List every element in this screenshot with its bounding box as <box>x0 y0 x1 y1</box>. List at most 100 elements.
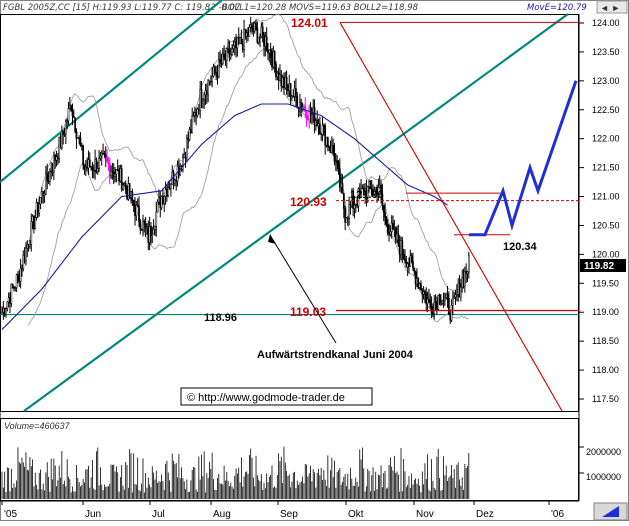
candle-body <box>195 112 198 116</box>
candle-body <box>205 90 208 95</box>
candle-body <box>221 53 224 64</box>
candle-body <box>204 90 207 96</box>
candle-body <box>413 267 416 273</box>
candle-body <box>131 191 134 201</box>
candle-body <box>98 157 100 169</box>
candle-body <box>394 227 397 241</box>
candle-body <box>406 263 409 268</box>
candle-body <box>433 302 436 314</box>
candle-body <box>128 183 131 198</box>
candle-body <box>428 298 430 301</box>
candle-body <box>260 26 263 37</box>
candle-body <box>341 182 344 194</box>
volume-panel <box>0 418 579 501</box>
candle-body <box>425 293 428 304</box>
candle-body <box>281 77 284 87</box>
candle-body <box>237 37 240 44</box>
candle-body <box>321 125 324 135</box>
label-pivot: 121.06 <box>350 189 384 201</box>
candle-body <box>200 89 203 102</box>
candle-body <box>320 133 323 135</box>
candle-body <box>422 291 425 295</box>
candle-body <box>396 233 398 241</box>
candle-body <box>166 189 168 197</box>
candle-body <box>67 108 70 122</box>
header-move: MovE=120.79 <box>527 3 587 13</box>
candle-body <box>217 59 220 78</box>
candle-body <box>95 159 98 173</box>
price-tick-label: 117.50 <box>592 394 619 404</box>
candle-body <box>211 75 213 82</box>
candle-body <box>381 193 384 206</box>
volume-tick-2m: 2000000 <box>586 447 621 457</box>
candle-body <box>144 224 147 229</box>
candle-body <box>340 182 342 188</box>
candle-body <box>213 66 216 73</box>
channel-upper-line <box>0 0 223 183</box>
candle-body <box>168 187 171 189</box>
candle-body <box>45 173 47 195</box>
price-tick-label: 122.00 <box>592 134 620 144</box>
header-indicators: BOLL1=120.28 MOVS=119.63 BOLL2=118.98 <box>222 3 419 13</box>
candle-body <box>247 32 249 37</box>
moving-average <box>1 103 448 330</box>
scroll-button-bottom[interactable] <box>593 502 628 521</box>
candle-body <box>416 278 418 285</box>
candle-body <box>336 160 339 163</box>
candle-body <box>434 301 437 303</box>
candle-body <box>51 171 54 173</box>
candle-body <box>38 203 41 214</box>
trend-channel <box>0 0 579 412</box>
candle-body <box>327 137 329 147</box>
candle-body <box>466 271 469 274</box>
candle-body <box>84 167 87 170</box>
candle-body <box>426 298 429 304</box>
candle-body <box>458 282 461 298</box>
candle-body <box>207 80 210 95</box>
candle-body <box>273 51 276 64</box>
candle-body <box>111 170 114 173</box>
candle-body <box>63 133 66 136</box>
candle-body <box>279 74 281 81</box>
current-price-value: 119.82 <box>584 261 614 272</box>
candle-body <box>146 226 148 229</box>
candle-body <box>127 183 130 200</box>
candle-body <box>345 217 348 223</box>
candle-body <box>382 204 385 213</box>
candle-body <box>344 208 346 223</box>
candle-body <box>287 84 289 91</box>
candle-body <box>150 226 152 236</box>
candle-body <box>271 57 273 68</box>
candle-body <box>268 49 271 54</box>
candle-body <box>174 179 176 184</box>
candle-body <box>17 274 19 276</box>
candle-body <box>450 305 453 321</box>
price-tick-label: 120.00 <box>592 249 620 259</box>
price-tick-label: 118.00 <box>592 365 619 375</box>
candle-body <box>354 204 357 206</box>
candle-body <box>59 137 62 148</box>
candle-body <box>114 173 116 177</box>
candle-body <box>236 37 239 49</box>
candle-body <box>184 154 187 159</box>
candle-body <box>196 108 199 116</box>
candle-body <box>305 111 308 120</box>
candle-body <box>264 36 267 47</box>
candle-body <box>368 181 370 187</box>
scroll-arrows-top[interactable]: ◄ ► <box>596 0 628 14</box>
candle-body <box>420 283 422 291</box>
candle-body <box>243 29 245 50</box>
candle-body <box>167 187 170 197</box>
label-channel-low: 118.96 <box>204 312 237 324</box>
candle-body <box>317 123 320 126</box>
candle-body <box>53 155 55 173</box>
candle-body <box>311 113 313 115</box>
candle-body <box>452 297 454 306</box>
candle-body <box>66 120 69 122</box>
candle-body <box>139 221 142 230</box>
source-label: © http://www.godmode-trader.de <box>187 392 345 404</box>
candle-body <box>389 231 392 235</box>
candle-body <box>227 48 229 50</box>
candle-body <box>192 115 195 117</box>
candle-body <box>43 193 46 196</box>
